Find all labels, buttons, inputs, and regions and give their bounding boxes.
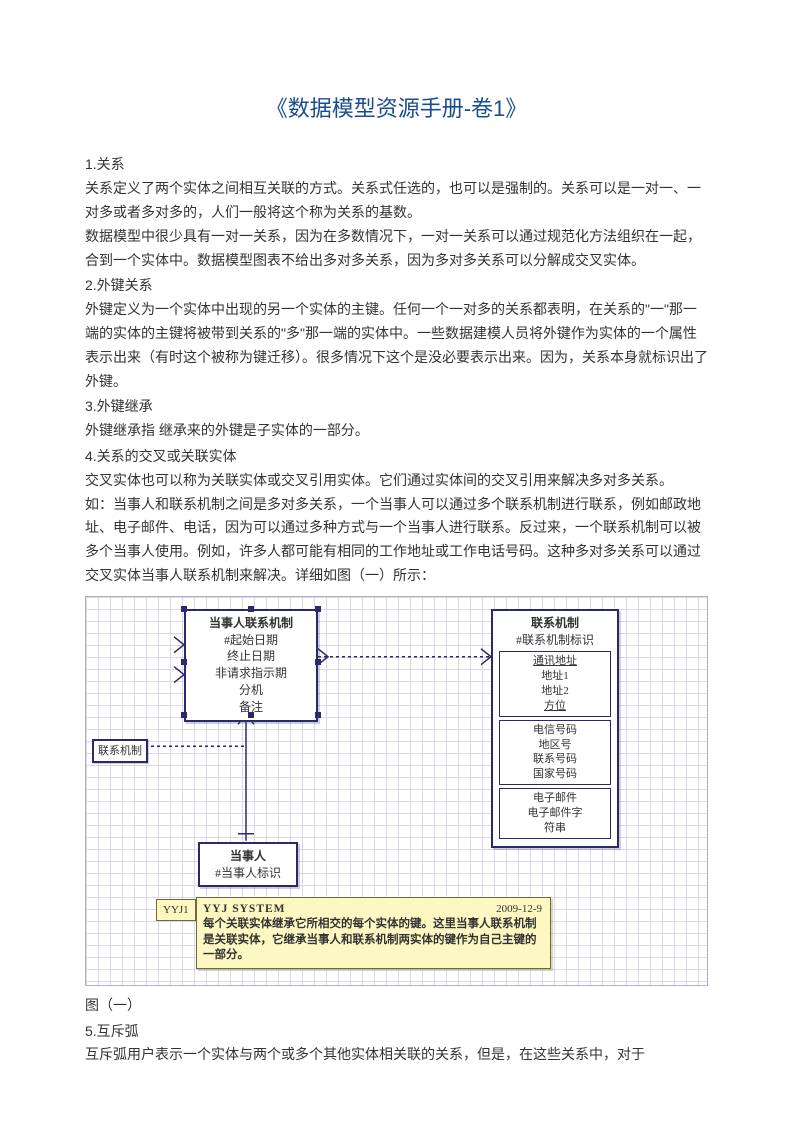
label-contact-mechanism: 联系机制 — [92, 739, 148, 764]
selection-handle — [248, 712, 254, 718]
section-5-p1: 互斥弧用户表示一个实体与两个或多个其他实体相关联的关系，但是，在这些关系中，对于 — [85, 1043, 708, 1067]
entity-title: 联系机制 — [497, 615, 613, 632]
section-1-p1: 关系定义了两个实体之间相互关联的方式。关系式任选的，也可以是强制的。关系可以是一… — [85, 177, 708, 225]
entity-row: 非请求指示期 — [192, 665, 310, 682]
selection-handle — [315, 712, 321, 718]
section-2-p1: 外键定义为一个实体中出现的另一个实体的主键。任何一个一对多的关系都表明，在关系的… — [85, 298, 708, 393]
entity-row: 电子邮件字 — [504, 806, 606, 821]
selection-handle — [181, 712, 187, 718]
section-5-head: 5.互斥弧 — [85, 1020, 708, 1044]
section-4-p1: 交叉实体也可以称为关联实体或交叉引用实体。它们通过实体间的交叉引用来解决多对多关… — [85, 469, 708, 493]
selection-handle — [315, 606, 321, 612]
entity-row: #当事人标识 — [206, 865, 290, 882]
section-4-head: 4.关系的交叉或关联实体 — [85, 445, 708, 469]
section-2-head: 2.外键关系 — [85, 274, 708, 298]
entity-row: 国家号码 — [504, 767, 606, 782]
note-body: 每个关联实体继承它所相交的每个实体的键。这里当事人联系机制是关联实体，它继承当事… — [203, 917, 544, 964]
entity-row: #起始日期 — [192, 632, 310, 649]
entity-subtitle: #联系机制标识 — [497, 632, 613, 649]
selection-handle — [248, 606, 254, 612]
section-3-head: 3.外键继承 — [85, 395, 708, 419]
subtype-postal-address: 通讯地址 地址1 地址2 方位 — [499, 651, 611, 716]
entity-row: 地址1 — [504, 669, 606, 684]
entity-title: 当事人 — [206, 848, 290, 865]
er-diagram-container: 当事人联系机制 #起始日期 终止日期 非请求指示期 分机 备注 联系机制 当事人… — [85, 596, 708, 986]
selection-handle — [181, 606, 187, 612]
note-title: YYJ SYSTEM — [203, 903, 286, 915]
entity-row: 方位 — [504, 699, 606, 714]
section-1-head: 1.关系 — [85, 153, 708, 177]
er-diagram: 当事人联系机制 #起始日期 终止日期 非请求指示期 分机 备注 联系机制 当事人… — [85, 596, 708, 986]
entity-title: 当事人联系机制 — [192, 615, 310, 632]
note-tab: YYJ1 — [156, 899, 196, 922]
entity-row: 符串 — [504, 821, 606, 836]
note-box: YYJ SYSTEM 2009-12-9 每个关联实体继承它所相交的每个实体的键… — [196, 897, 551, 969]
page-title: 《数据模型资源手册-卷1》 — [85, 90, 708, 127]
entity-row: 电子邮件 — [504, 791, 606, 806]
entity-row: 分机 — [192, 682, 310, 699]
section-3-p1: 外键继承指 继承来的外键是子实体的一部分。 — [85, 419, 708, 443]
entity-row: 通讯地址 — [504, 654, 606, 669]
subtype-telecom-number: 电信号码 地区号 联系号码 国家号码 — [499, 720, 611, 785]
entity-row: 地址2 — [504, 684, 606, 699]
section-1-p2: 数据模型中很少具有一对一关系，因为在多数情况下，一对一关系可以通过规范化方法组织… — [85, 225, 708, 273]
entity-row: 地区号 — [504, 738, 606, 753]
entity-party: 当事人 #当事人标识 — [198, 842, 298, 888]
entity-contact-mechanism: 联系机制 #联系机制标识 通讯地址 地址1 地址2 方位 电信号码 地区号 联系… — [491, 609, 619, 848]
section-4-p2: 如：当事人和联系机制之间是多对多关系，一个当事人可以通过多个联系机制进行联系，例… — [85, 493, 708, 588]
entity-row: 终止日期 — [192, 648, 310, 665]
selection-handle — [181, 659, 187, 665]
note-date: 2009-12-9 — [496, 902, 542, 917]
entity-row: 联系号码 — [504, 752, 606, 767]
subtype-email: 电子邮件 电子邮件字 符串 — [499, 788, 611, 839]
selection-handle — [315, 659, 321, 665]
figure-caption: 图（一） — [85, 994, 708, 1018]
entity-row: 电信号码 — [504, 723, 606, 738]
entity-party-contact-mechanism: 当事人联系机制 #起始日期 终止日期 非请求指示期 分机 备注 — [184, 609, 318, 722]
